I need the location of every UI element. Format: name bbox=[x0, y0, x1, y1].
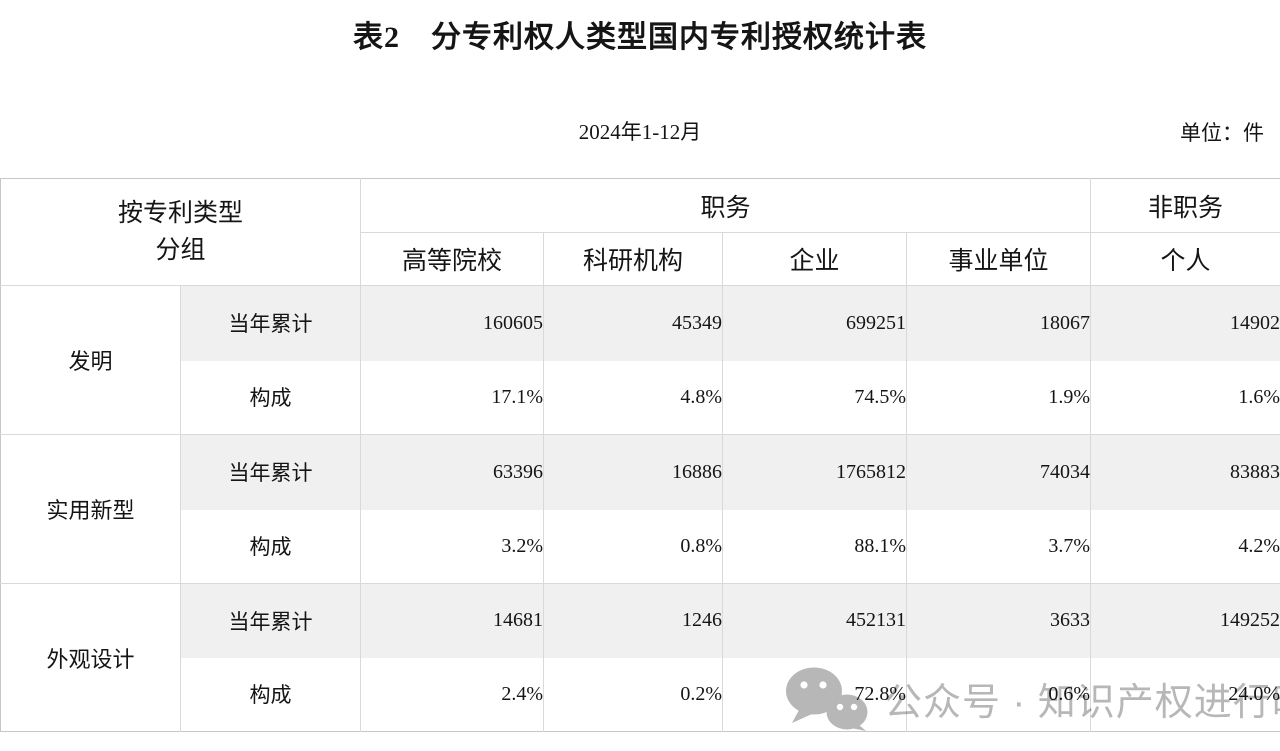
stat-cell: 4.8% bbox=[543, 360, 724, 435]
stat-cell: 1765812 bbox=[722, 434, 908, 510]
stat-cell: 18067 bbox=[906, 285, 1092, 361]
table-row: 构成 3.2% 0.8% 88.1% 3.7% 4.2% bbox=[1, 509, 1280, 584]
period-label: 2024年1-12月 bbox=[578, 120, 702, 144]
stat-cell: 3633 bbox=[906, 583, 1092, 658]
stat-cell: 16886 bbox=[543, 434, 724, 510]
metric-label-share: 构成 bbox=[180, 360, 362, 435]
group-header-line2: 分组 bbox=[155, 237, 206, 264]
stat-cell: 0.2% bbox=[543, 657, 724, 732]
table-title: 表2 分专利权人类型国内专利授权统计表 bbox=[353, 21, 927, 54]
metric-label-cumulative: 当年累计 bbox=[180, 285, 362, 361]
stat-cell: 14902 bbox=[1090, 285, 1280, 361]
col-header-research: 科研机构 bbox=[543, 232, 724, 286]
stat-cell: 2.4% bbox=[360, 657, 545, 732]
row-group-utility-model: 实用新型 bbox=[0, 434, 181, 584]
service-header: 职务 bbox=[360, 178, 1092, 233]
stat-cell: 452131 bbox=[722, 583, 908, 658]
stat-cell: 149252 bbox=[1090, 583, 1280, 658]
stat-cell: 88.1% bbox=[722, 509, 908, 584]
stat-cell: 74.5% bbox=[722, 360, 908, 435]
table-row: 外观设计 当年累计 14681 1246 452131 3633 149252 bbox=[0, 583, 1280, 732]
stat-cell: 3.7% bbox=[906, 509, 1092, 584]
patent-stats-table: 按专利类型 分组 职务 非职务 高等院校 科研机构 企业 事业单位 个人 发明 … bbox=[0, 178, 1280, 732]
stat-cell: 699251 bbox=[722, 285, 908, 361]
stat-cell: 1.9% bbox=[906, 360, 1092, 435]
stat-cell: 3.2% bbox=[360, 509, 545, 584]
non-service-header: 非职务 bbox=[1090, 178, 1280, 233]
unit-label: 单位：件 bbox=[1180, 121, 1264, 145]
stat-cell: 14681 bbox=[360, 583, 545, 658]
stat-cell: 4.2% bbox=[1090, 509, 1280, 584]
col-header-enterprises: 企业 bbox=[722, 232, 908, 286]
table-row: 发明 当年累计 160605 45349 699251 18067 14902 bbox=[0, 285, 1280, 435]
stat-cell: 24.0% bbox=[1228, 682, 1280, 705]
stat-cell: 72.8% bbox=[722, 657, 908, 732]
metric-label-share: 构成 bbox=[180, 509, 362, 584]
col-header-universities: 高等院校 bbox=[360, 232, 545, 286]
row-group-invention: 发明 bbox=[0, 285, 181, 435]
group-header-cell: 按专利类型 分组 bbox=[0, 178, 362, 286]
stat-cell: 17.1% bbox=[360, 360, 545, 435]
table-row: 构成 2.4% 0.2% 72.8% 0.6% 24.0% bbox=[1, 657, 1280, 732]
stat-cell: 83883 bbox=[1090, 434, 1280, 510]
stat-cell: 1.6% bbox=[1090, 360, 1280, 435]
table-row: 实用新型 当年累计 63396 16886 1765812 74034 8388… bbox=[0, 434, 1280, 584]
stat-cell: 0.8% bbox=[543, 509, 724, 584]
stat-cell: 1246 bbox=[543, 583, 724, 658]
stat-cell: 160605 bbox=[360, 285, 545, 361]
stat-cell: 0.6% bbox=[906, 657, 1092, 732]
stat-cell: 74034 bbox=[906, 434, 1092, 510]
row-group-design: 外观设计 bbox=[0, 583, 181, 732]
stat-cell: 45349 bbox=[543, 285, 724, 361]
col-header-individual: 个人 bbox=[1090, 232, 1280, 286]
metric-label-share: 构成 bbox=[180, 657, 362, 732]
group-header-line1: 按专利类型 bbox=[118, 200, 244, 227]
table-row: 构成 17.1% 4.8% 74.5% 1.9% 1.6% bbox=[1, 360, 1280, 435]
metric-label-cumulative: 当年累计 bbox=[180, 434, 362, 510]
col-header-institutions: 事业单位 bbox=[906, 232, 1092, 286]
metric-label-cumulative: 当年累计 bbox=[180, 583, 362, 658]
stat-cell: 63396 bbox=[360, 434, 545, 510]
